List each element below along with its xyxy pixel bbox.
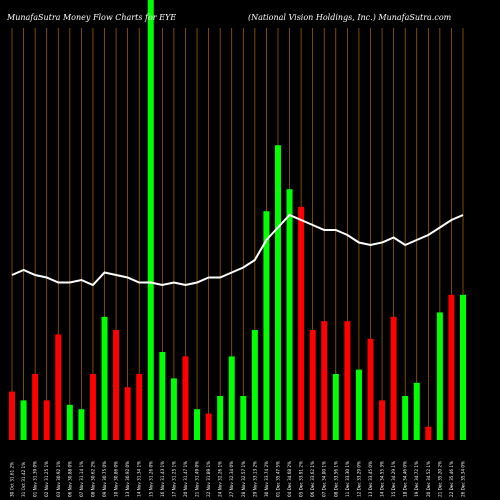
x-tick-label: 26 Dec 35.34 0% [461,461,466,497]
volume-bar [379,400,386,440]
x-tick-label: 17 Nov 31.25 1% [171,461,176,497]
x-tick-label: 05 Dec 33.91 2% [299,461,304,497]
volume-bar [101,316,108,440]
x-tick-label: 13 Nov 30.92 0% [125,461,130,497]
volume-bar [390,316,397,440]
volume-bars [9,0,466,440]
x-tick-label: 18 Dec 34.46 0% [403,461,408,497]
volume-bar [367,338,374,440]
x-tick-label: 24 Nov 32.26 1% [218,461,223,497]
x-tick-label: 08 Nov 30.62 2% [90,461,95,497]
x-tick-label: 21 Nov 31.49 0% [195,461,200,497]
volume-bar [240,396,247,440]
volume-bar [309,330,316,440]
x-tick-label: 11 Dec 33.30 1% [345,461,350,497]
x-tick-label: 15 Nov 31.26 0% [148,461,153,497]
x-tick-label: 28 Nov 32.57 1% [241,461,246,497]
x-tick-label: 04 Dec 34.68 2% [287,461,292,497]
volume-bar [9,391,15,440]
x-tick-label: 27 Nov 32.34 0% [229,461,234,497]
volume-bar [55,334,62,440]
x-tick-labels: 30 Oct 31.61 2% 31 Oct 31.42 1% 01 Nov 31.… [10,461,466,497]
volume-bar [170,378,177,440]
volume-bar [321,321,328,440]
volume-bar [274,145,281,440]
volume-bar [182,356,189,440]
volume-bar [78,409,85,440]
x-tick-label: 06 Nov 30.88 0% [67,461,72,497]
volume-bar [20,400,27,440]
volume-bar [402,396,409,440]
volume-bar [89,374,96,440]
volume-bar [217,396,224,440]
volume-bar [298,206,305,440]
x-tick-label: 29 Nov 33.13 2% [252,461,257,497]
x-tick-label: 07 Dec 34.00 1% [322,461,327,497]
volume-bar [124,387,131,440]
volume-bar [228,356,235,440]
volume-bar [425,426,432,440]
x-tick-label: 22 Nov 31.89 1% [206,461,211,497]
x-tick-label: 01 Dec 35.47 5% [275,461,280,497]
volume-bar [159,352,166,440]
volume-bar [136,374,143,440]
volume-bar [251,330,258,440]
volume-bar [194,409,201,440]
x-tick-label: 06 Dec 33.62 1% [310,461,315,497]
x-tick-label: 03 Nov 30.92 1% [56,461,61,497]
x-tick-label: 16 Nov 31.43 1% [160,461,165,497]
volume-bar [263,211,270,440]
volume-bar [460,294,466,440]
chart-title-right: (National Vision Holdings, Inc.) MunafaS… [248,13,452,22]
x-tick-label: 08 Dec 33.56 1% [333,461,338,497]
x-tick-label: 02 Nov 31.25 1% [44,461,49,497]
x-tick-label: 31 Oct 31.42 1% [21,462,26,497]
volume-bar [43,400,50,440]
x-tick-label: 07 Nov 31.14 1% [79,461,84,497]
volume-bar [32,374,39,440]
volume-bar [205,413,212,440]
x-tick-label: 20 Nov 31.47 1% [183,461,188,497]
x-tick-label: 21 Dec 35.20 2% [437,461,442,497]
volume-bar [113,330,120,440]
x-tick-label: 19 Dec 34.72 1% [414,461,419,497]
x-tick-label: 09 Nov 30.75 0% [102,461,107,497]
x-tick-label: 22 Dec 35.46 1% [449,461,454,497]
volume-bar [147,0,154,440]
volume-bar [355,369,362,440]
x-tick-label: 14 Nov 31.34 1% [137,461,142,497]
volume-bar [436,312,443,440]
volume-bar [344,321,351,440]
x-tick-label: 10 Nov 30.86 0% [114,461,119,497]
volume-bar [66,404,73,440]
money-flow-line [11,213,464,287]
x-tick-label: 30 Nov 33.74 2% [264,461,269,497]
x-tick-label: 01 Nov 31.39 0% [33,461,38,497]
x-tick-label: 20 Dec 34.52 1% [426,461,431,497]
volume-bar [332,374,339,440]
x-tick-label: 15 Dec 34.29 1% [391,461,396,497]
volume-bar [413,382,420,440]
chart-title-left: MunafaSutra Money Flow Charts for EYE [6,13,176,22]
volume-bar [448,294,455,440]
x-tick-label: 13 Dec 33.45 0% [368,461,373,497]
x-tick-label: 30 Oct 31.61 2% [10,462,15,497]
x-tick-label: 12 Dec 33.29 0% [356,461,361,497]
x-tick-label: 14 Dec 34.55 3% [380,461,385,497]
volume-bar [286,189,293,440]
